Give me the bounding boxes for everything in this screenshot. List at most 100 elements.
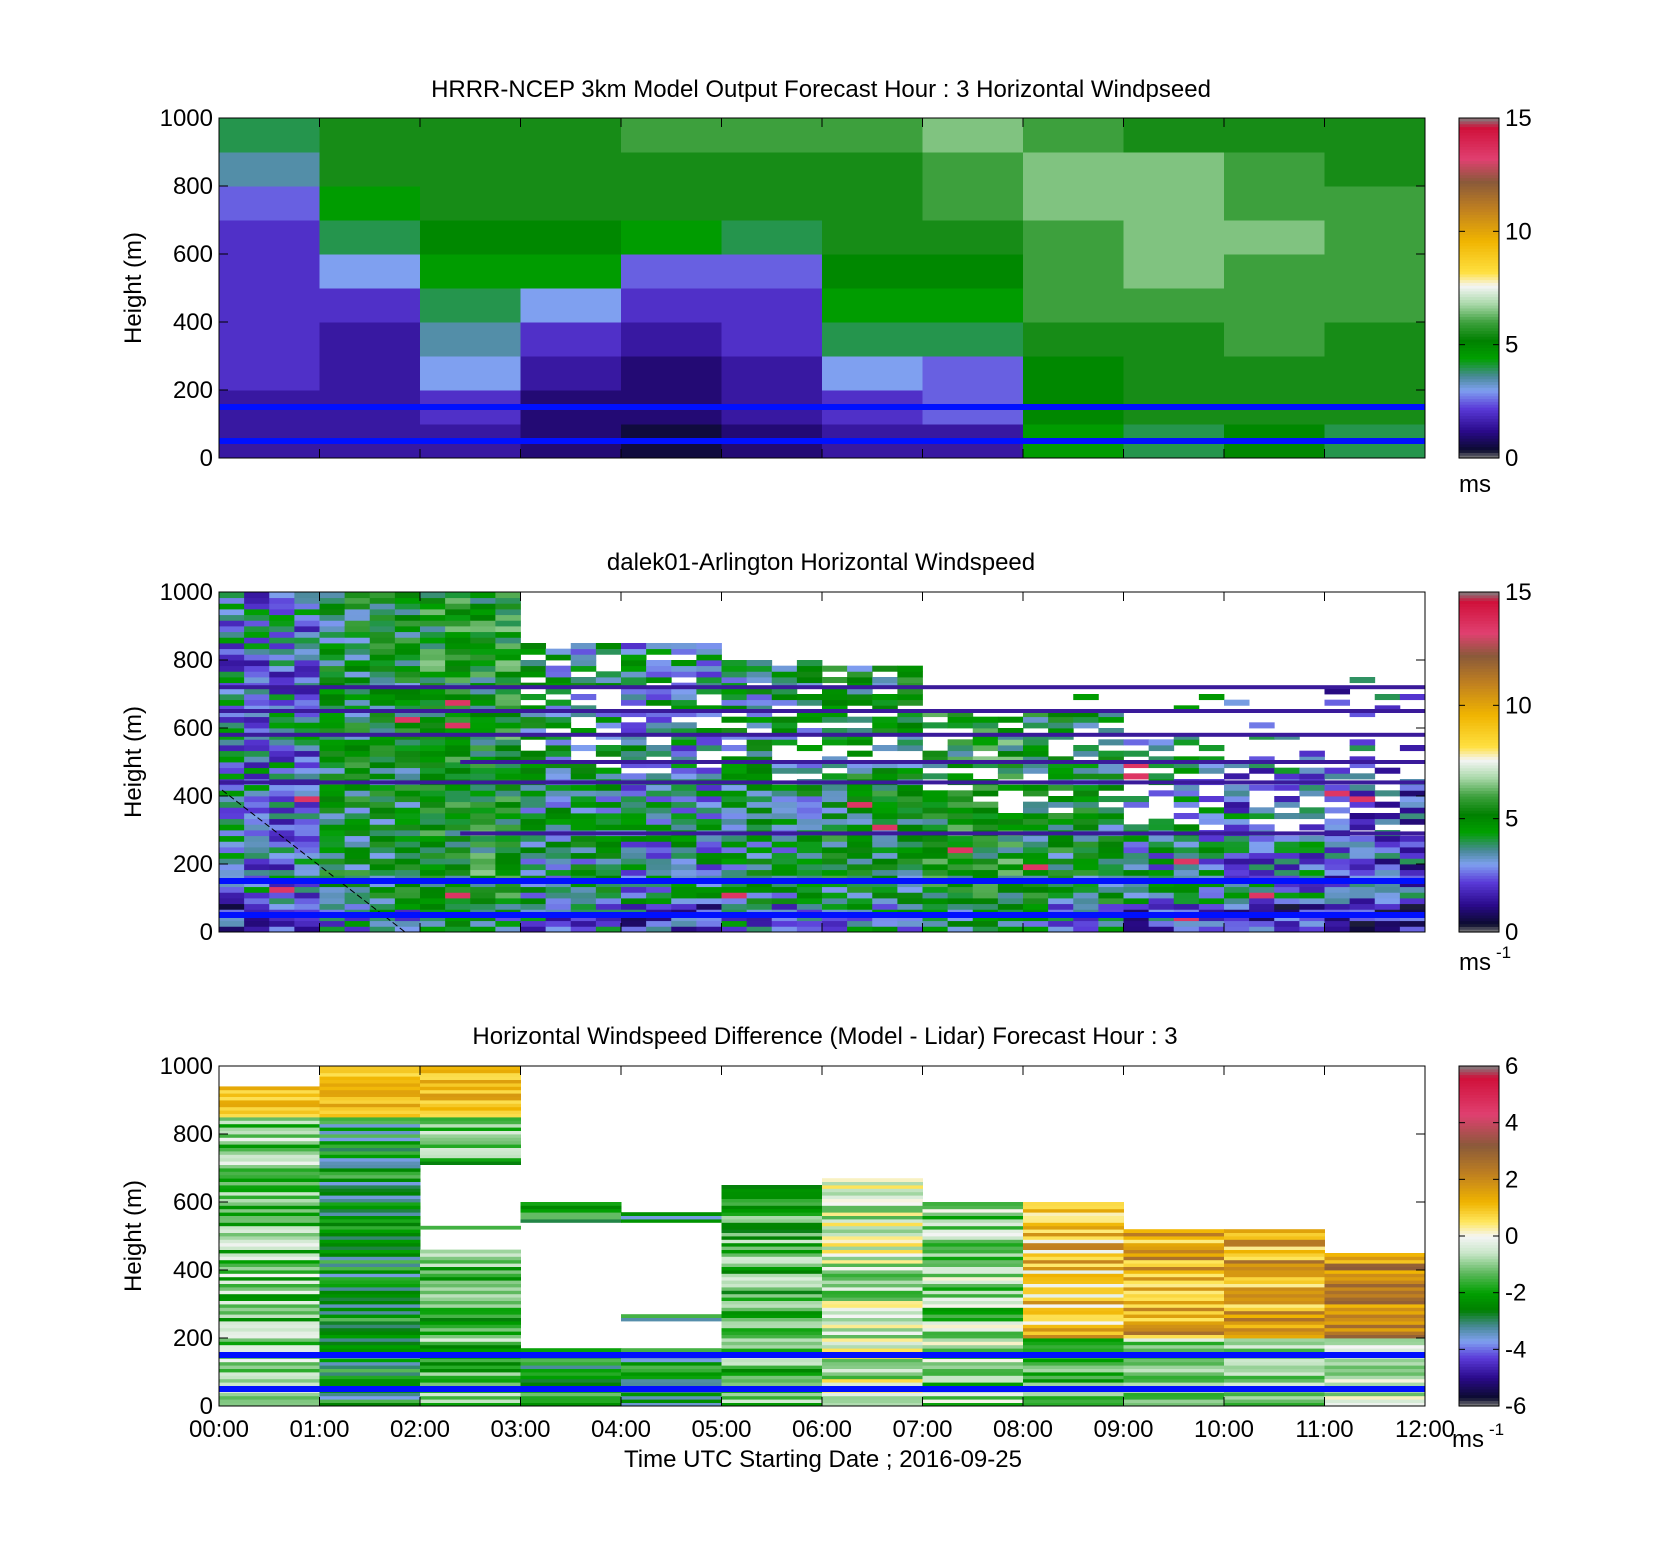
heatmap-cell <box>595 648 622 655</box>
heatmap-cell <box>897 801 923 808</box>
heatmap-cell <box>621 841 647 848</box>
colorbar-segment <box>1459 804 1499 808</box>
heatmap-cell <box>947 801 974 808</box>
heatmap-cell <box>972 807 999 814</box>
heatmap-cell <box>796 903 823 910</box>
heatmap-cell <box>947 745 974 752</box>
heatmap-cell <box>1349 762 1376 769</box>
heatmap-cell <box>495 756 521 763</box>
heatmap-cell <box>1349 677 1376 684</box>
heatmap-cell <box>520 118 622 153</box>
colorbar-segment <box>1459 1122 1499 1127</box>
heatmap-cell <box>621 1395 722 1400</box>
heatmap-cell <box>1198 762 1225 769</box>
heatmap-cell <box>319 694 346 701</box>
heatmap-cell <box>746 722 773 729</box>
heatmap-cell <box>822 1219 923 1223</box>
heatmap-cell <box>1324 1304 1426 1308</box>
heatmap-cell <box>796 790 823 797</box>
heatmap-cell <box>997 818 1024 825</box>
heatmap-cell <box>344 631 371 638</box>
heatmap-cell <box>1224 1229 1325 1233</box>
heatmap-cell <box>219 1222 320 1227</box>
heatmap-cell <box>696 739 722 746</box>
colorbar-segment <box>1459 696 1499 701</box>
heatmap-cell <box>1123 1378 1225 1383</box>
heatmap-cell <box>495 784 521 791</box>
heatmap-cell <box>822 773 848 780</box>
heatmap-cell <box>721 671 748 678</box>
heatmap-cell <box>721 915 748 922</box>
heatmap-cell <box>646 716 672 723</box>
heatmap-cell <box>319 903 346 910</box>
colorbar-segment <box>1459 1253 1499 1257</box>
colorbar-segment <box>1459 279 1499 283</box>
colorbar-segment <box>1459 694 1499 698</box>
heatmap-cell <box>847 784 873 791</box>
heatmap-cell <box>445 773 471 780</box>
heatmap-cell <box>420 864 446 871</box>
heatmap-cell <box>671 648 697 655</box>
heatmap-cell <box>495 711 521 718</box>
heatmap-cell <box>621 1402 722 1407</box>
heatmap-cell <box>219 1263 320 1267</box>
colorbar-segment <box>1459 154 1499 159</box>
colorbar-segment <box>1459 753 1499 757</box>
heatmap-cell <box>244 620 270 627</box>
heatmap-cell <box>545 796 572 803</box>
heatmap-cell <box>344 841 371 848</box>
heatmap-cell <box>520 722 547 729</box>
heatmap-cell <box>219 1212 320 1216</box>
heatmap-cell <box>545 807 572 814</box>
heatmap-cell <box>671 903 697 910</box>
heatmap-cell <box>646 762 672 769</box>
heatmap-cell <box>420 739 446 746</box>
heatmap-cell <box>721 1399 823 1403</box>
heatmap-cell <box>922 722 949 729</box>
colorbar-segment <box>1459 438 1499 442</box>
heatmap-cell <box>897 722 923 729</box>
heatmap-cell <box>1224 1263 1325 1267</box>
colorbar-segment <box>1459 157 1499 162</box>
heatmap-cell <box>445 654 471 661</box>
colorbar-segment <box>1459 129 1499 133</box>
heatmap-cell <box>495 603 521 610</box>
heatmap-cell <box>420 728 446 735</box>
heatmap-cell <box>822 1198 923 1203</box>
heatmap-cell <box>1249 858 1275 865</box>
heatmap-cell <box>721 705 748 712</box>
heatmap-cell <box>721 1402 823 1407</box>
heatmap-cell <box>1198 926 1225 933</box>
heatmap-cell <box>420 1130 521 1135</box>
heatmap-cell <box>721 1290 823 1295</box>
heatmap-cell <box>244 784 270 791</box>
heatmap-cell <box>520 892 547 899</box>
heatmap-cell <box>822 1232 923 1237</box>
heatmap-cell <box>344 705 371 712</box>
heatmap-cell <box>369 796 396 803</box>
heatmap-cell <box>1224 892 1250 899</box>
heatmap-cell <box>1374 858 1401 865</box>
heatmap-cell <box>1098 807 1124 814</box>
heatmap-cell <box>1123 1324 1225 1329</box>
heatmap-cell <box>420 1117 521 1121</box>
heatmap-cell <box>420 1382 521 1386</box>
heatmap-cell <box>897 665 923 672</box>
heatmap-cell <box>1023 220 1124 255</box>
heatmap-cell <box>872 762 898 769</box>
heatmap-cell <box>1048 711 1074 718</box>
heatmap-cell <box>1098 773 1124 780</box>
colorbar-segment <box>1459 611 1499 616</box>
colorbar-segment <box>1459 123 1499 128</box>
heatmap-cell <box>219 1123 320 1128</box>
heatmap-cell <box>219 1110 320 1114</box>
heatmap-cell <box>1224 790 1250 797</box>
heatmap-cell <box>445 852 471 859</box>
heatmap-cell <box>972 869 999 876</box>
heatmap-cell <box>319 705 346 712</box>
heatmap-cell <box>1374 864 1401 871</box>
heatmap-cell <box>1349 784 1376 791</box>
heatmap-cell <box>922 1338 1024 1342</box>
heatmap-cell <box>822 1321 923 1325</box>
heatmap-cell <box>319 1096 421 1101</box>
